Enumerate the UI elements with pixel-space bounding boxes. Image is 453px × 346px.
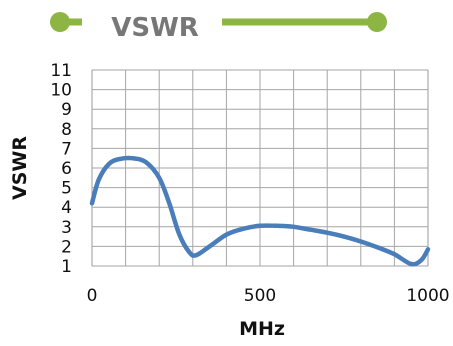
x-tick-label-1000: 1000 (406, 286, 449, 306)
y-tick-label-5: 5 (61, 179, 72, 199)
y-tick-label-8: 8 (61, 120, 72, 140)
x-tick-label-0: 0 (87, 286, 98, 306)
banner-dot-right (367, 12, 387, 32)
series-line-0 (89, 155, 431, 267)
y-tick-label-11: 11 (50, 61, 72, 81)
y-tick-label-9: 9 (61, 100, 72, 120)
y-tick-label-10: 10 (50, 81, 72, 101)
y-tick-label-2: 2 (61, 237, 72, 257)
y-tick-label-4: 4 (61, 198, 72, 218)
y-tick-label-3: 3 (61, 218, 72, 238)
x-tick-label-500: 500 (244, 286, 276, 306)
chart-title: VSWR (111, 13, 199, 43)
y-tick-label-7: 7 (61, 139, 72, 159)
x-axis-title: MHz (239, 318, 285, 340)
title-banner: VSWR (50, 12, 387, 43)
y-tick-label-6: 6 (61, 159, 72, 179)
y-axis-title: VSWR (9, 136, 31, 200)
banner-dot-left (50, 12, 70, 32)
y-tick-label-1: 1 (61, 257, 72, 277)
